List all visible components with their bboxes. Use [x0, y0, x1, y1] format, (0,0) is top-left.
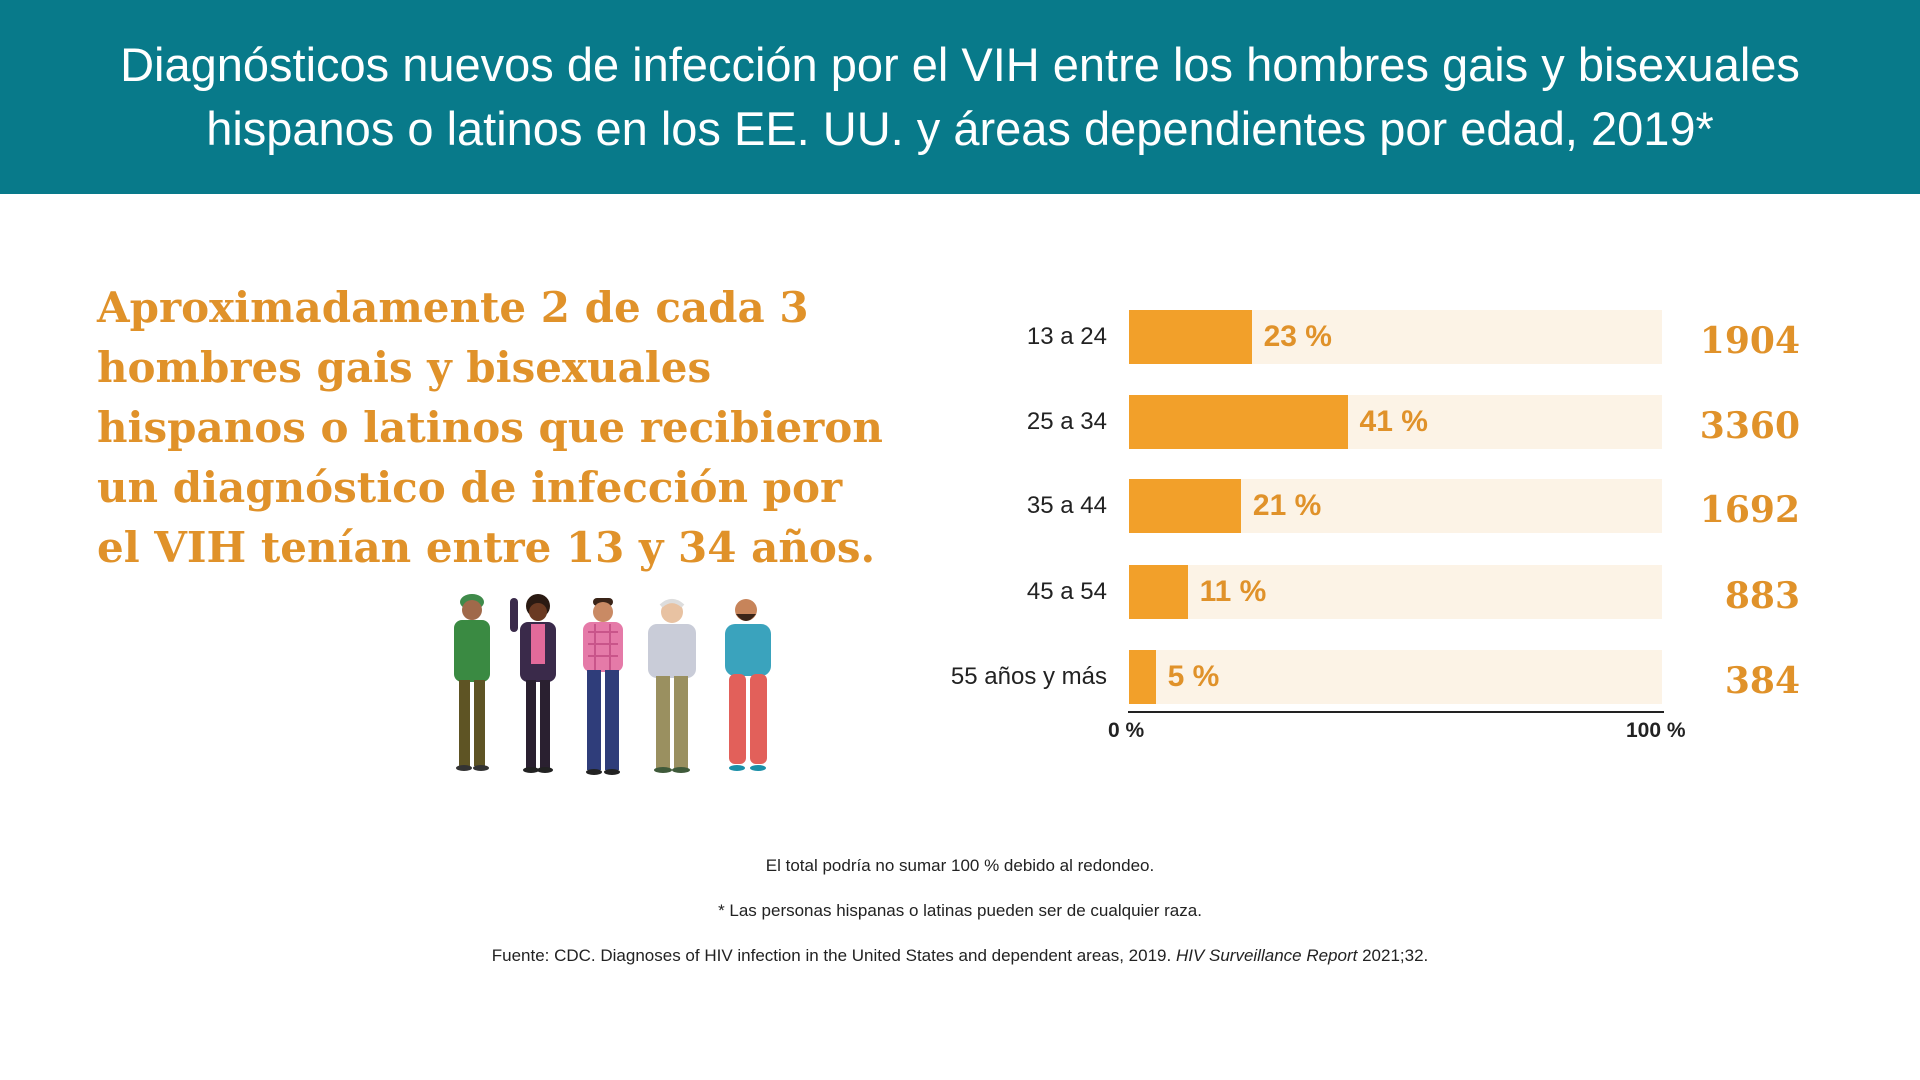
category-label: 45 a 54: [1026, 578, 1107, 605]
headline-line: el VIH tenían entre 13 y 34 años.: [97, 523, 876, 572]
bar-track: 11 %: [1129, 565, 1662, 619]
bar: [1129, 395, 1348, 449]
x-tick-label-0: 0 %: [1108, 719, 1145, 742]
title-line-1: Diagnósticos nuevos de infección por el …: [120, 38, 1800, 91]
category-label: 25 a 34: [1026, 408, 1107, 435]
count-label: 1692: [1699, 489, 1800, 531]
bar-track: 41 %: [1129, 395, 1662, 449]
source-suffix: 2021;32.: [1357, 946, 1429, 965]
bar-value-label: 23 %: [1263, 320, 1332, 353]
rounding-note: El total podría no sumar 100 % debido al…: [765, 856, 1155, 875]
headline-line: hombres gais y bisexuales: [97, 343, 712, 392]
source-note: Fuente: CDC. Diagnoses of HIV infection …: [0, 942, 1920, 987]
bar-track: 23 %: [1129, 310, 1662, 364]
headline-line: Aproximadamente 2 de cada 3: [97, 283, 809, 332]
group-of-five-men-illustration: [454, 594, 771, 775]
bar: [1129, 479, 1241, 533]
bar-value-label: 5 %: [1167, 660, 1220, 693]
headline-statement: Aproximadamente 2 de cada 3 hombres gais…: [97, 278, 883, 578]
bar-track: 21 %: [1129, 479, 1662, 533]
x-tick-label-100: 100 %: [1626, 719, 1686, 742]
category-label: 13 a 24: [1026, 323, 1107, 350]
bar: [1129, 310, 1252, 364]
headline-line: un diagnóstico de infección por: [97, 463, 843, 512]
bar-value-label: 41 %: [1359, 405, 1428, 438]
count-label: 3360: [1699, 405, 1800, 447]
bar: [1129, 565, 1188, 619]
title-line-2: hispanos o latinos en los EE. UU. y área…: [206, 102, 1714, 155]
count-label: 384: [1724, 660, 1800, 702]
category-label: 55 años y más: [950, 663, 1107, 690]
category-label: 35 a 44: [1026, 492, 1107, 519]
person-green-jacket-icon: [454, 594, 490, 771]
person-pink-shirt-icon: [583, 598, 623, 775]
count-label: 883: [1724, 575, 1800, 617]
source-prefix: Fuente: CDC. Diagnoses of HIV infection …: [491, 946, 1176, 965]
bar-track: 5 %: [1129, 650, 1662, 704]
person-dark-jacket-icon: [510, 594, 556, 773]
header-banner: Diagnósticos nuevos de infección por el …: [0, 0, 1920, 194]
bar: [1129, 650, 1156, 704]
x-axis-line: [1128, 711, 1664, 713]
bar-value-label: 11 %: [1199, 575, 1267, 608]
headline-line: hispanos o latinos que recibieron: [97, 403, 883, 452]
race-note: * Las personas hispanas o latinas pueden…: [718, 901, 1202, 920]
footnotes: El total podría no sumar 100 % debido al…: [0, 852, 1920, 987]
person-blue-shirt-icon: [725, 599, 771, 771]
person-grey-sweater-icon: [648, 599, 696, 773]
source-journal: HIV Surveillance Report: [1175, 946, 1358, 965]
bar-value-label: 21 %: [1252, 489, 1322, 522]
count-label: 1904: [1699, 320, 1800, 362]
